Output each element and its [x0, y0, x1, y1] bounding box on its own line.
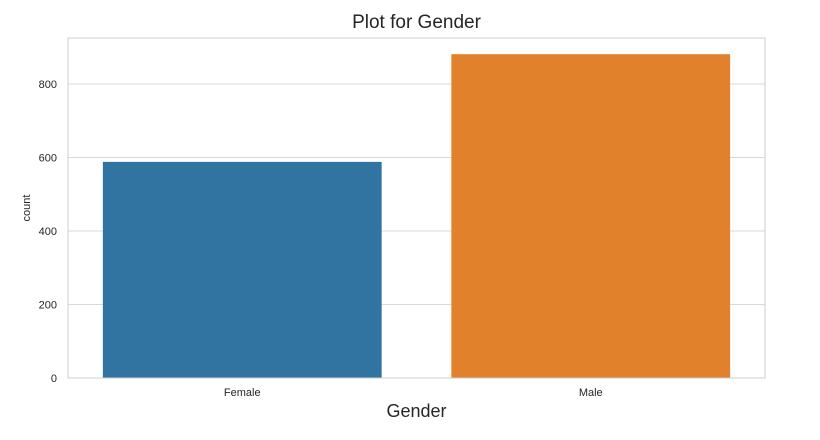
y-axis-label: count — [21, 195, 33, 222]
plot-frame — [67, 37, 766, 379]
y-tick-label: 800 — [39, 79, 57, 91]
y-tick-label: 200 — [39, 299, 57, 311]
chart-title: Plot for Gender — [352, 12, 482, 33]
y-axis-ticks: 0 200 400 600 800 — [39, 79, 57, 385]
bars — [102, 54, 731, 378]
y-tick-label: 400 — [39, 226, 57, 238]
x-axis-ticks: Female Male — [224, 387, 603, 399]
x-tick-label-female: Female — [224, 387, 261, 399]
y-tick-label: 0 — [51, 373, 57, 385]
y-tick-label: 600 — [39, 152, 57, 164]
x-axis-label: Gender — [386, 401, 446, 421]
bar-male — [451, 54, 731, 378]
bar-female — [102, 161, 382, 378]
x-tick-label-male: Male — [579, 387, 603, 399]
